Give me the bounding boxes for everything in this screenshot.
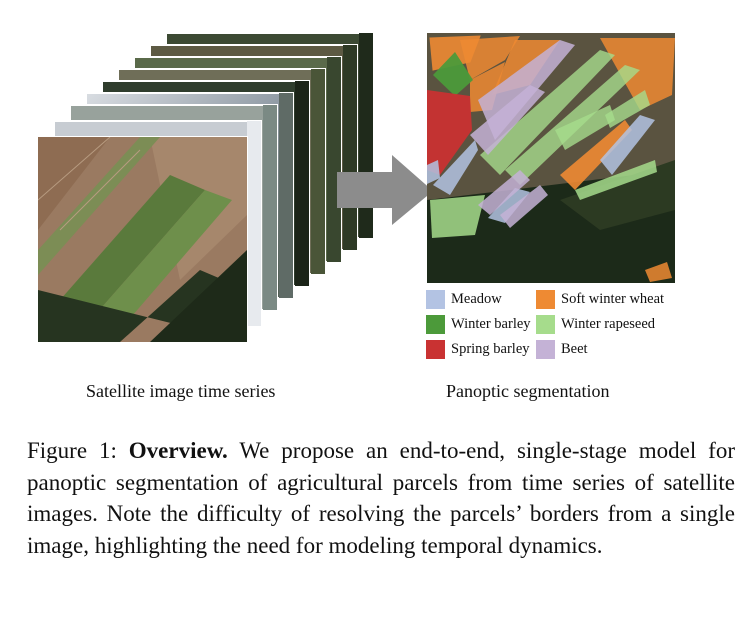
legend-swatch — [426, 289, 445, 309]
caption-paragraph: Figure 1: Overview. We propose an end-to… — [27, 435, 735, 561]
legend-item-meadow: Meadow — [426, 288, 502, 310]
legend-item-beet: Beet — [536, 338, 588, 360]
legend: Meadow Soft winter wheat Winter barley W… — [424, 288, 724, 364]
legend-swatch — [536, 289, 555, 309]
satellite-image-front — [37, 136, 248, 343]
legend-swatch — [536, 339, 555, 359]
legend-swatch — [536, 314, 555, 334]
caption-title: Overview. — [128, 438, 228, 463]
figure-illustration — [37, 32, 675, 343]
figure-number: Figure 1: — [27, 438, 117, 463]
legend-swatch — [426, 314, 445, 334]
legend-label: Winter rapeseed — [561, 315, 656, 332]
legend-item-winter-barley: Winter barley — [426, 313, 531, 335]
legend-swatch — [426, 339, 445, 359]
legend-label: Beet — [561, 340, 588, 357]
right-figure-caption: Panoptic segmentation — [446, 381, 610, 401]
caption-text: We propose an end-to-end, single-stage m… — [27, 438, 735, 558]
legend-label: Winter barley — [451, 315, 531, 332]
legend-label: Soft winter wheat — [561, 290, 665, 307]
arrow-icon — [337, 155, 433, 225]
segmentation-image — [427, 33, 675, 283]
legend-item-winter-rapeseed: Winter rapeseed — [536, 313, 655, 335]
figure-caption: Figure 1: Overview. We propose an end-to… — [27, 435, 735, 561]
left-figure-caption: Satellite image time series — [86, 381, 276, 401]
legend-item-spring-barley: Spring barley — [426, 338, 530, 360]
legend-label: Meadow — [451, 290, 502, 307]
figure: Satellite image time series Panoptic seg… — [37, 32, 724, 401]
legend-item-soft-winter-wheat: Soft winter wheat — [536, 288, 664, 310]
legend-label: Spring barley — [451, 340, 530, 357]
